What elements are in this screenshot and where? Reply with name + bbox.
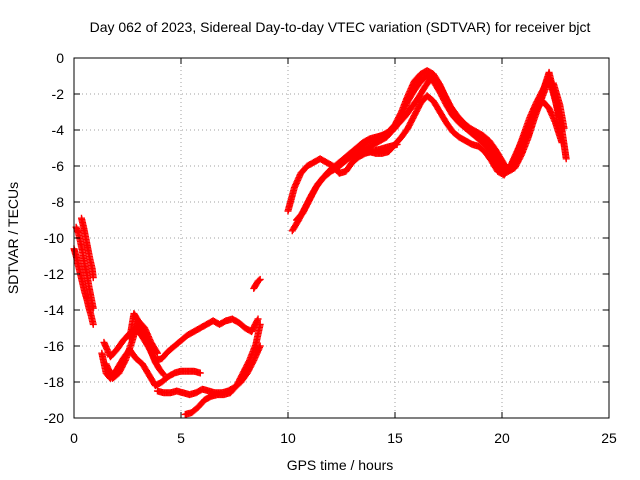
y-tick-label: -10 xyxy=(44,230,64,246)
series-2 xyxy=(77,214,97,282)
data-point xyxy=(255,276,263,284)
y-tick-label: -14 xyxy=(44,302,64,318)
series-10 xyxy=(284,140,401,215)
data-point xyxy=(89,274,97,282)
series-9 xyxy=(250,275,264,292)
data-point xyxy=(89,304,97,312)
x-axis-label: GPS time / hours xyxy=(287,457,394,473)
series-0 xyxy=(70,245,97,328)
x-tick-label: 0 xyxy=(70,430,78,446)
series-6 xyxy=(126,310,168,379)
y-tick-label: -6 xyxy=(52,158,65,174)
y-tick-label: -18 xyxy=(44,374,64,390)
x-tick-label: 15 xyxy=(387,430,403,446)
data-point xyxy=(159,370,167,378)
data-point xyxy=(153,349,161,357)
x-tick-label: 5 xyxy=(177,430,185,446)
data-point xyxy=(256,275,264,283)
y-tick-label: -8 xyxy=(52,194,65,210)
axis-ticks: 0 5 10 15 20 25 0 -2 -4 -6 -8 -10 -12 -14 -16 -18 -20 xyxy=(44,50,617,446)
data-point xyxy=(160,371,168,379)
y-tick-label: -20 xyxy=(44,410,64,426)
data-point xyxy=(196,369,204,377)
series-14 xyxy=(352,67,570,177)
x-tick-label: 10 xyxy=(280,430,296,446)
data-point xyxy=(253,316,261,324)
data-point xyxy=(256,320,264,328)
series-1 xyxy=(72,223,97,312)
data-point xyxy=(89,320,97,328)
y-tick-label: 0 xyxy=(56,50,64,66)
y-tick-label: -2 xyxy=(52,86,65,102)
series-8 xyxy=(181,320,264,418)
chart-title: Day 062 of 2023, Sidereal Day-to-day VTE… xyxy=(90,19,591,35)
y-axis-label: SDTVAR / TECUs xyxy=(5,182,21,294)
data-points xyxy=(70,67,570,418)
data-point xyxy=(562,155,570,163)
y-tick-label: -4 xyxy=(52,122,65,138)
grid xyxy=(74,58,609,418)
x-tick-label: 20 xyxy=(494,430,510,446)
y-tick-label: -16 xyxy=(44,338,64,354)
y-tick-label: -12 xyxy=(44,266,64,282)
data-point xyxy=(254,315,262,323)
x-tick-label: 25 xyxy=(601,430,617,446)
